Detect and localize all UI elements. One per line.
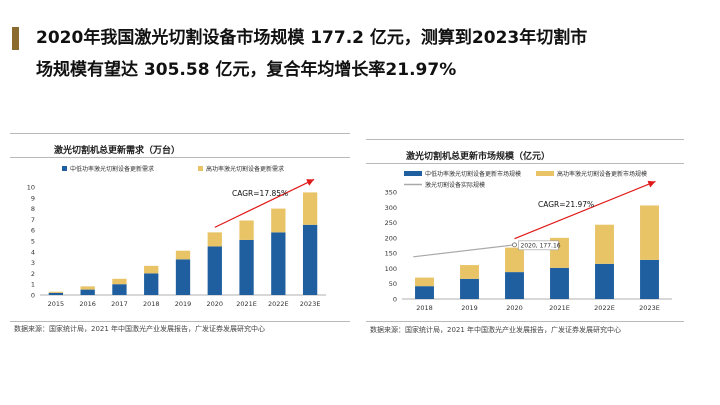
y-tick-label: 7: [31, 216, 35, 224]
bar-segment: [175, 259, 191, 295]
bar-segment: [415, 277, 434, 287]
bar-segment: [80, 289, 95, 295]
top-rule: [366, 139, 684, 140]
bar-segment: [460, 278, 479, 299]
bar-segment: [505, 272, 524, 299]
y-tick-label: 8: [31, 205, 35, 213]
x-tick-label: 2015: [48, 300, 65, 308]
y-tick-label: 6: [31, 227, 35, 235]
legend-label: 中低功率激光切割设备更新市场规模: [425, 170, 521, 178]
headline-line-2: 场规模有望达 305.58 亿元，复合年均增长率21.97%: [36, 60, 457, 80]
headline-line-1: 2020年我国激光切割设备市场规模 177.2 亿元，测算到2023年切割市: [36, 28, 588, 48]
legend-label: 中低功率激光切割设备更新需求: [70, 165, 154, 173]
bar-segment: [144, 265, 159, 274]
bar-segment: [595, 224, 614, 264]
title-rule: [366, 163, 684, 164]
right-chart-panel: 激光切割机总更新市场规模（亿元） 中低功率激光切割设备更新市场规模 高功率激光切割…: [366, 139, 684, 339]
x-tick-label: 2023E: [639, 304, 660, 312]
bar-segment: [271, 208, 286, 233]
legend-label: 高功率激光切割设备更新需求: [206, 165, 284, 173]
x-tick-label: 2021E: [236, 300, 257, 308]
bar-segment: [48, 291, 64, 293]
y-tick-label: 250: [385, 219, 397, 227]
y-tick-label: 0: [393, 296, 397, 304]
bar-segment: [175, 250, 191, 260]
left-chart-panel: 激光切割机总更新需求（万台） 中低功率激光切割设备更新需求 高功率激光切割设备更新…: [10, 133, 350, 338]
bar-segment: [144, 273, 159, 295]
bar-segment: [505, 247, 524, 273]
bar-segment: [239, 220, 254, 240]
y-tick-label: 50: [389, 280, 397, 288]
bar-segment: [640, 259, 659, 299]
bar-segment: [271, 232, 286, 295]
y-tick-label: 2: [31, 270, 35, 278]
y-tick-label: 9: [31, 194, 35, 202]
x-tick-label: 2020: [506, 304, 523, 312]
bar-segment: [302, 192, 318, 225]
bar-segment: [302, 224, 318, 295]
x-tick-label: 2022E: [268, 300, 289, 308]
y-tick-label: 100: [385, 265, 397, 273]
x-tick-label: 2020: [207, 300, 224, 308]
y-tick-label: 1: [31, 281, 35, 289]
x-tick-label: 2017: [111, 300, 128, 308]
x-tick-label: 2018: [143, 300, 160, 308]
y-tick-label: 350: [385, 189, 397, 197]
bottom-rule: [366, 321, 684, 322]
bar-segment: [80, 286, 95, 290]
y-tick-label: 4: [31, 248, 35, 256]
x-tick-label: 2021E: [549, 304, 570, 312]
point-label-box: [518, 240, 559, 251]
series-line: [413, 244, 515, 258]
bar-segment: [460, 265, 479, 279]
y-tick-label: 200: [385, 234, 397, 242]
bar-segment: [207, 246, 222, 295]
y-tick-label: 0: [31, 292, 35, 300]
legend-swatch: [404, 171, 422, 176]
point-label: 2020, 177.16: [521, 242, 561, 249]
cagr-arrow: [514, 180, 656, 240]
legend-label: 激光切割设备实际规模: [425, 181, 485, 189]
data-point: [512, 242, 517, 248]
legend-swatch: [536, 171, 554, 176]
bar-segment: [640, 205, 659, 260]
bar-segment: [48, 292, 64, 295]
legend-swatch: [198, 166, 203, 171]
x-tick-label: 2022E: [594, 304, 615, 312]
cagr-label: CAGR=21.97%: [538, 200, 594, 209]
bar-segment: [112, 278, 127, 285]
legend-label: 高功率激光切割设备更新市场规模: [557, 170, 647, 178]
x-tick-label: 2019: [461, 304, 478, 312]
slide-headline: 2020年我国激光切割设备市场规模 177.2 亿元，测算到2023年切割市 场…: [36, 22, 676, 86]
top-rule: [10, 133, 350, 134]
x-tick-label: 2019: [175, 300, 192, 308]
legend-swatch: [62, 166, 67, 171]
left-stacked-bar-chart: 中低功率激光切割设备更新需求 高功率激光切割设备更新需求 0 1 2 3 4 5 6 7 8 9 10 2…: [27, 165, 326, 308]
cagr-arrow: [214, 178, 315, 228]
bottom-rule: [10, 321, 350, 322]
x-tick-label: 2023E: [300, 300, 321, 308]
cagr-label: CAGR=17.85%: [232, 189, 288, 198]
bar-segment: [207, 232, 222, 247]
bar-segment: [595, 263, 614, 299]
bar-segment: [550, 267, 569, 299]
x-tick-label: 2016: [79, 300, 96, 308]
x-tick-label: 2018: [416, 304, 433, 312]
chart-title: 激光切割机总更新市场规模（亿元）: [406, 152, 551, 162]
right-stacked-bar-chart: 中低功率激光切割设备更新市场规模 高功率激光切割设备更新市场规模激光切割设备实际规…: [385, 170, 672, 312]
y-tick-label: 10: [27, 184, 35, 192]
bar-segment: [239, 239, 254, 295]
accent-bar: [12, 27, 19, 50]
y-tick-label: 300: [385, 204, 397, 212]
title-rule: [10, 157, 350, 158]
y-tick-label: 3: [31, 259, 35, 267]
bar-segment: [112, 284, 127, 295]
source-note: 数据来源：国家统计局，2021 年中国激光产业发展报告，广发证券发展研究中心: [14, 325, 266, 333]
y-tick-label: 5: [31, 238, 35, 246]
source-note: 数据来源：国家统计局，2021 年中国激光产业发展报告，广发证券发展研究中心: [370, 326, 622, 334]
chart-title: 激光切割机总更新需求（万台）: [54, 146, 181, 156]
y-tick-label: 150: [385, 250, 397, 258]
bar-segment: [415, 286, 434, 299]
